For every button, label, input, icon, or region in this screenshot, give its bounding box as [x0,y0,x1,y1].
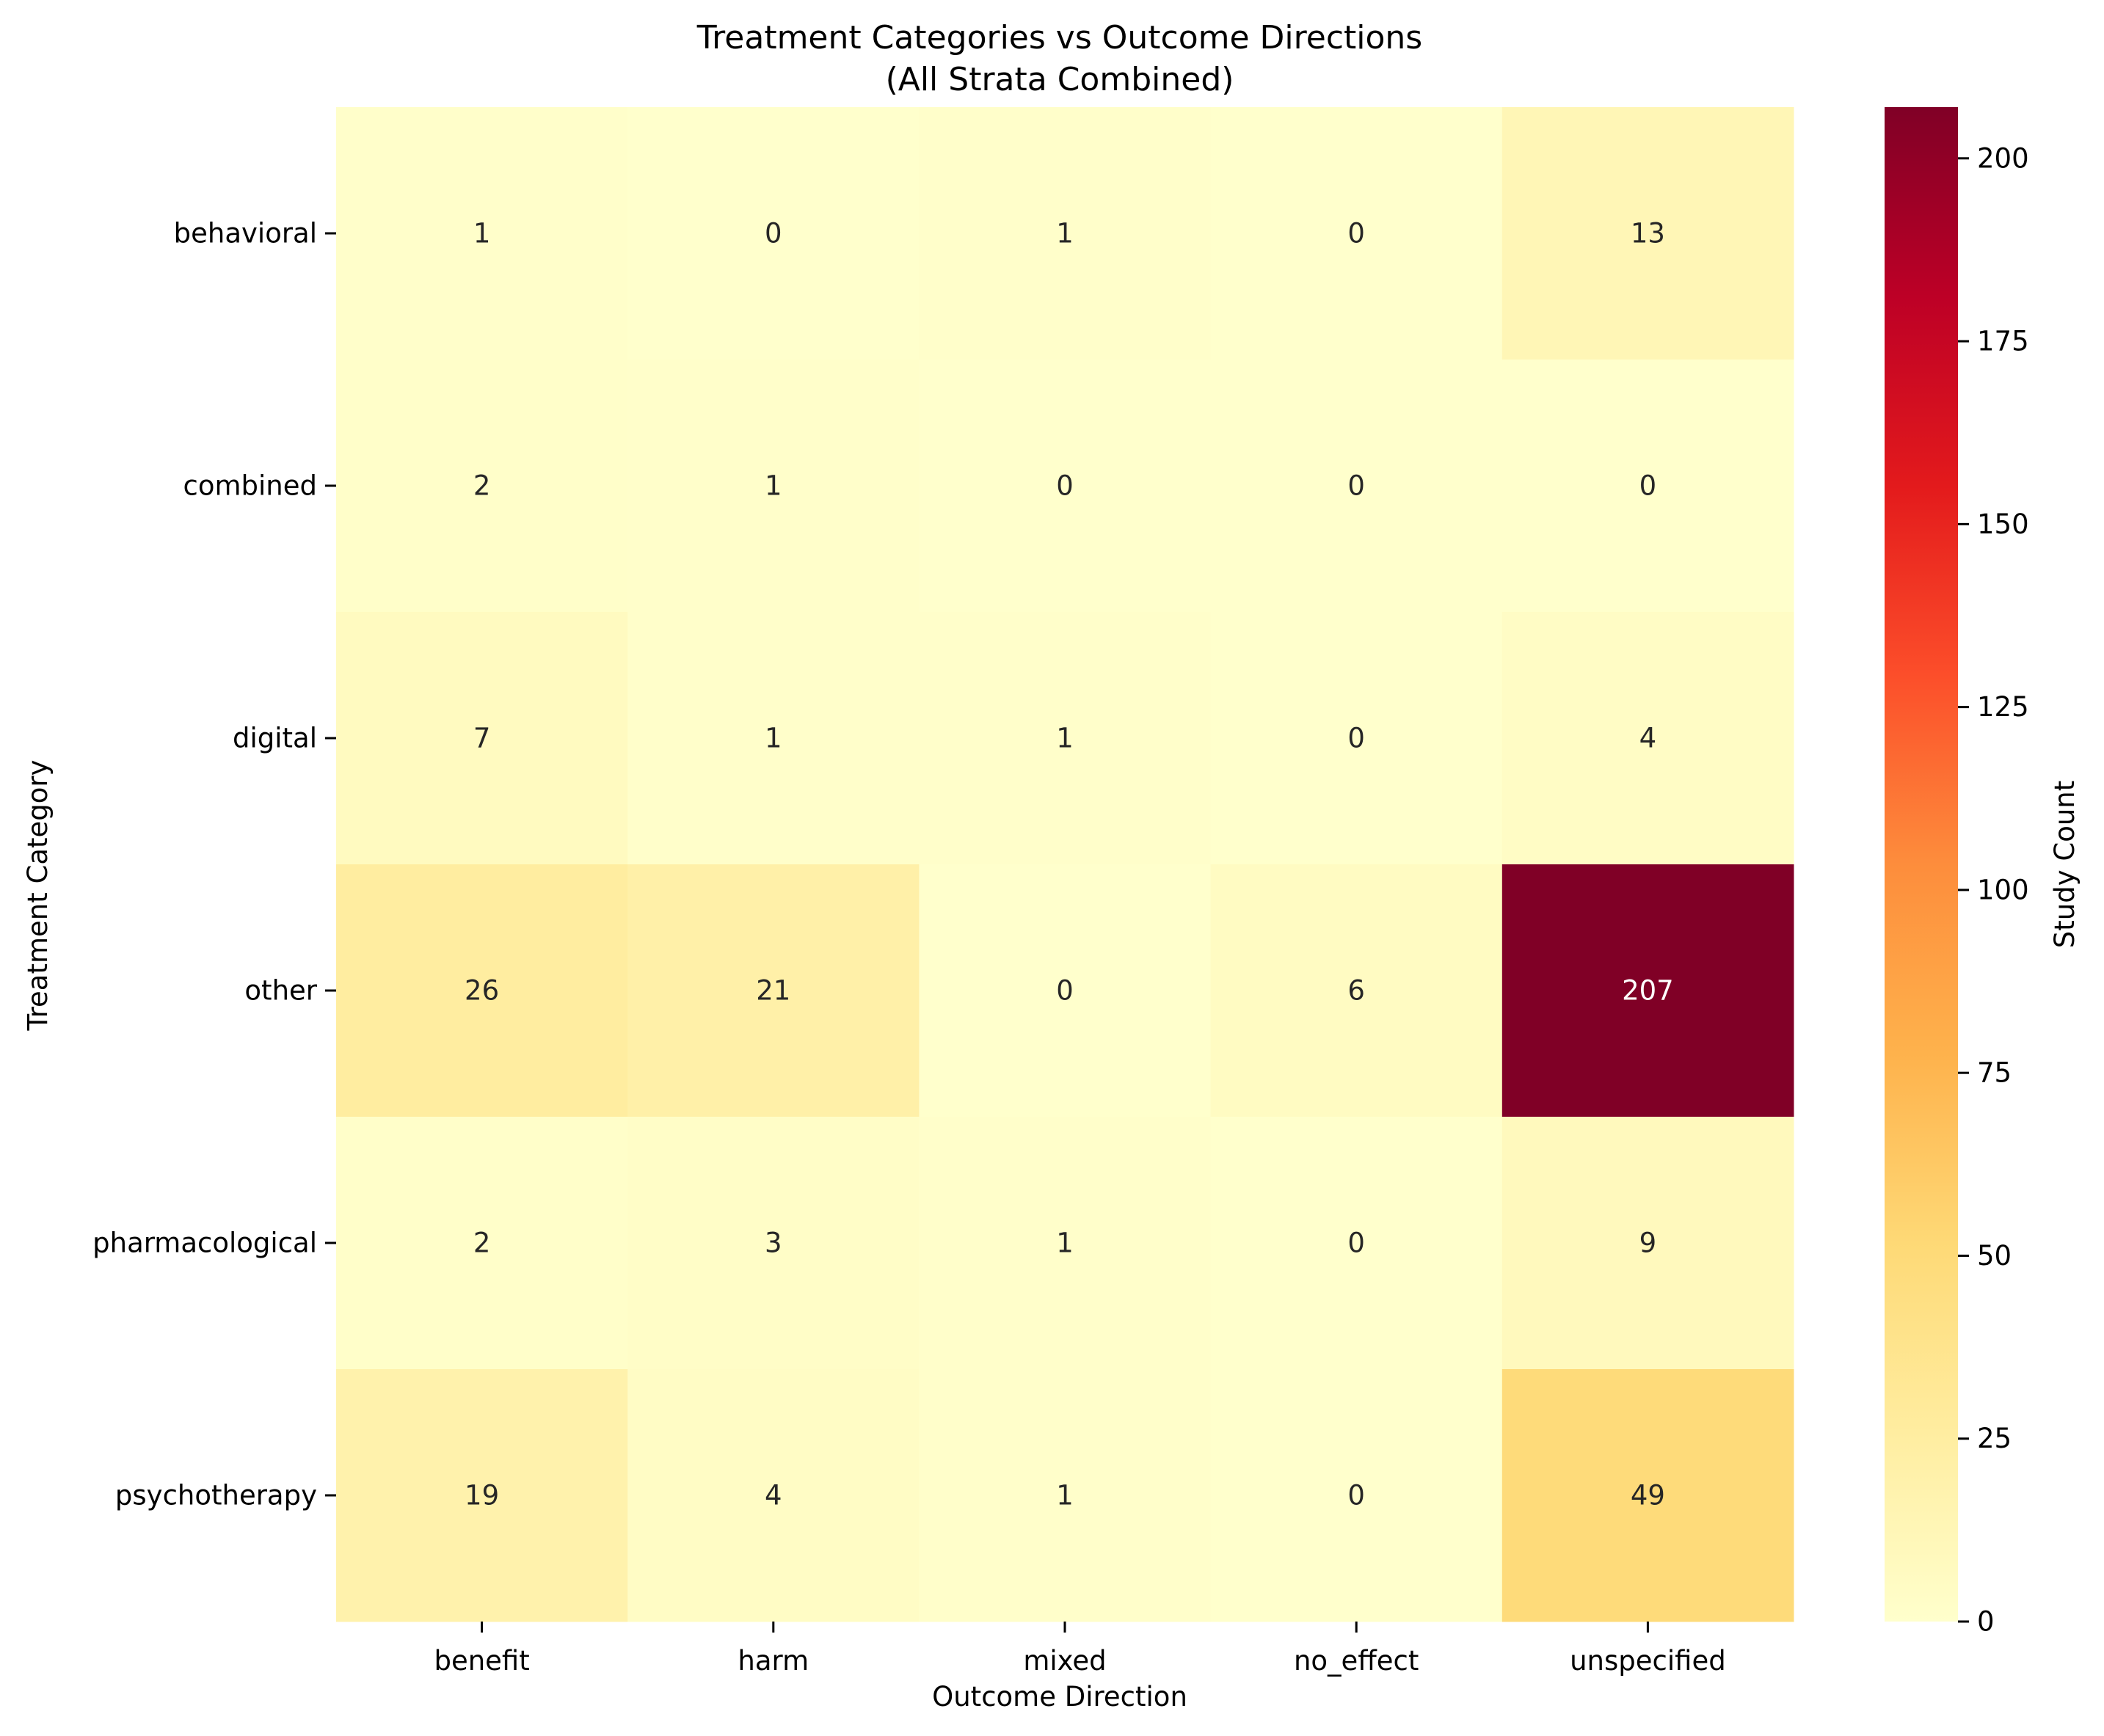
y-tick-label: psychotherapy [115,1480,317,1511]
heatmap-cell [919,1369,1212,1622]
x-tick-label: benefit [434,1645,529,1677]
cell-value-label: 0 [1056,470,1074,502]
y-tick-label: pharmacological [92,1228,317,1259]
cell-value-label: 26 [465,975,499,1007]
heatmap-cell [336,864,628,1117]
heatmap-cell [919,612,1212,865]
heatmap-cell [1501,864,1794,1117]
chart-title: Treatment Categories vs Outcome Directio… [696,19,1422,56]
colorbar-gradient [1885,107,1958,1622]
heatmap-cell [919,864,1212,1117]
heatmap-cell [336,360,628,613]
colorbar-tick-label: 50 [1977,1240,2012,1272]
cell-value-label: 1 [1056,218,1074,249]
colorbar-tick-label: 150 [1977,508,2029,540]
y-axis-title: Treatment Category [22,759,54,1031]
x-tick-label: unspecified [1570,1645,1726,1677]
cell-value-label: 207 [1622,975,1674,1007]
cell-value-label: 0 [1639,470,1657,502]
x-tick-label: harm [738,1645,809,1677]
cell-value-label: 49 [1631,1480,1665,1511]
cell-value-label: 2 [473,470,491,502]
cell-value-label: 2 [473,1228,491,1259]
heatmap-cell [1501,612,1794,865]
colorbar-tick-label: 175 [1977,326,2029,357]
colorbar-label: Study Count [2049,781,2081,948]
heatmap-cells [336,107,1794,1622]
cell-value-label: 0 [1347,1228,1365,1259]
cell-value-label: 1 [765,723,782,754]
colorbar-tick-label: 75 [1977,1057,2012,1089]
colorbar-tick-label: 200 [1977,142,2029,174]
cell-value-label: 0 [1347,1480,1365,1511]
heatmap-cell [627,864,920,1117]
heatmap-cell [627,360,920,613]
cell-value-label: 0 [1347,723,1365,754]
colorbar-tick-label: 125 [1977,691,2029,723]
heatmap-cell [336,107,628,360]
cell-value-label: 13 [1631,218,1665,249]
cell-value-label: 1 [765,470,782,502]
cell-value-label: 19 [465,1480,499,1511]
heatmap-cell [336,1369,628,1622]
cell-value-label: 1 [1056,1228,1074,1259]
cell-value-label: 0 [765,218,782,249]
y-tick-label: behavioral [174,218,317,249]
cell-value-label: 1 [473,218,491,249]
heatmap-cell [1501,360,1794,613]
heatmap-cell [627,1369,920,1622]
heatmap-cell [1210,1117,1503,1370]
colorbar: 0 25 50 75 100 125 150 175 200 [1885,107,2029,1638]
heatmap-cell [1501,1117,1794,1370]
heatmap-cell [627,1117,920,1370]
heatmap-cell [919,360,1212,613]
y-axis: behavioral combined digital other pharmacolo… [92,218,336,1511]
cell-value-label: 7 [473,723,491,754]
cell-value-label: 4 [1639,723,1657,754]
heatmap-cell [336,1117,628,1370]
cell-value-label: 3 [765,1228,782,1259]
cell-value-label: 0 [1347,470,1365,502]
cell-value-label: 6 [1347,975,1365,1007]
heatmap-cell [1210,107,1503,360]
cell-value-label: 0 [1056,975,1074,1007]
colorbar-tick-label: 0 [1977,1606,1995,1638]
cell-value-label: 4 [765,1480,782,1511]
heatmap-cell [1210,864,1503,1117]
colorbar-tick-label: 25 [1977,1423,2012,1454]
cell-value-label: 0 [1347,218,1365,249]
y-tick-label: other [244,975,317,1007]
heatmap-cell [627,612,920,865]
heatmap-cell [627,107,920,360]
cell-value-label: 1 [1056,723,1074,754]
cell-value-label: 1 [1056,1480,1074,1511]
y-tick-label: digital [233,723,317,754]
heatmap-cell [1501,1369,1794,1622]
heatmap-cell [336,612,628,865]
heatmap-cell [919,107,1212,360]
heatmap-cell [1501,107,1794,360]
chart-subtitle: (All Strata Combined) [886,61,1234,98]
x-tick-label: mixed [1023,1645,1106,1677]
x-tick-label: no_effect [1294,1645,1419,1677]
x-axis-title: Outcome Direction [932,1681,1187,1713]
cell-value-label: 9 [1639,1228,1657,1259]
heatmap-cell [919,1117,1212,1370]
cell-value-label: 21 [756,975,790,1007]
x-axis: benefit harm mixed no_effect unspecified [434,1622,1726,1677]
heatmap-cell [1210,612,1503,865]
heatmap-cell [1210,1369,1503,1622]
heatmap-cell [1210,360,1503,613]
y-tick-label: combined [183,470,318,502]
colorbar-tick-label: 100 [1977,874,2029,905]
